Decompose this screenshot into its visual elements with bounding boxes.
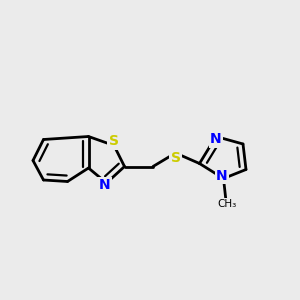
Text: S: S	[170, 151, 181, 164]
Text: N: N	[210, 132, 222, 146]
Text: N: N	[216, 169, 228, 182]
Text: CH₃: CH₃	[217, 199, 236, 209]
Text: S: S	[109, 134, 119, 148]
Text: N: N	[98, 178, 110, 192]
